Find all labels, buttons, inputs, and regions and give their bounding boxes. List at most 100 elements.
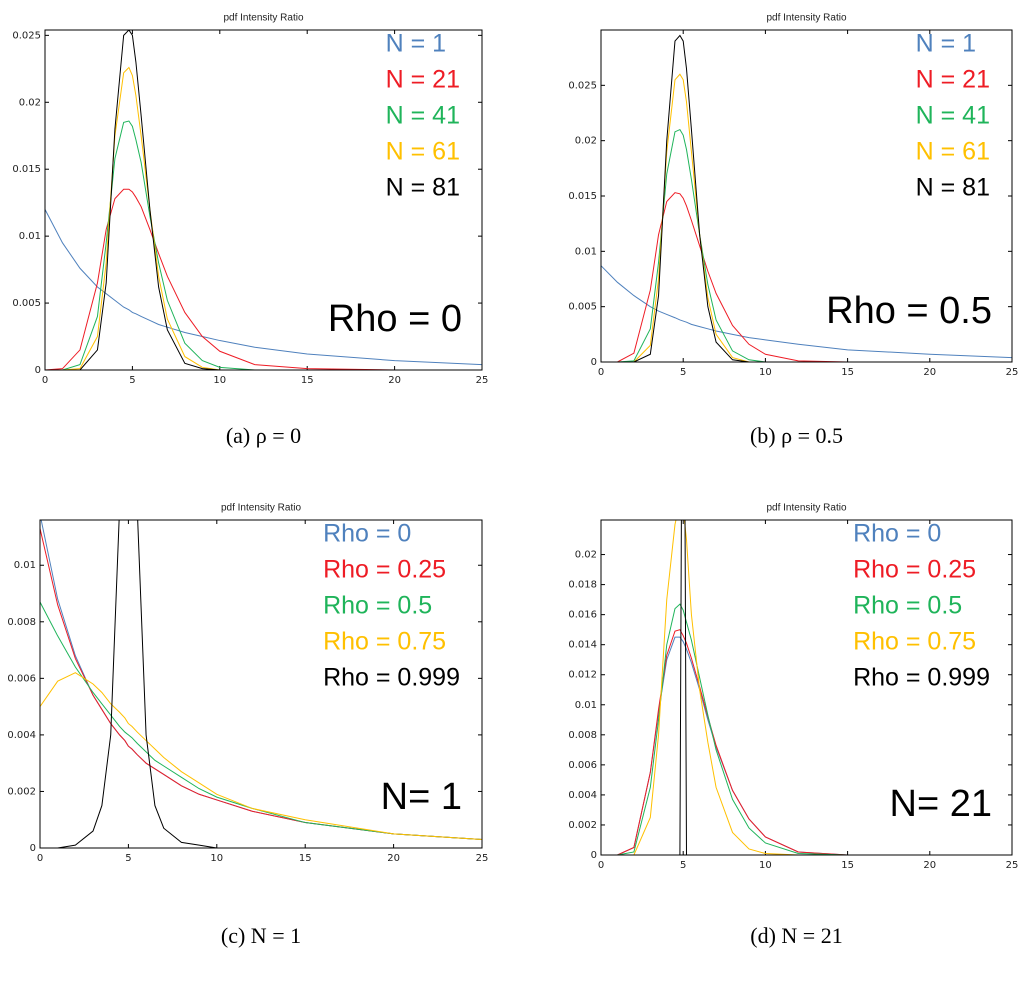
y-tick-label: 0 (35, 365, 41, 376)
x-tick-label: 25 (1006, 367, 1019, 378)
line-series (601, 603, 1012, 855)
line-series (45, 120, 482, 370)
x-tick-label: 0 (598, 367, 604, 378)
y-tick-label: 0.006 (7, 673, 36, 684)
y-tick-label: 0.006 (568, 760, 597, 771)
legend-entry: N = 81 (916, 174, 990, 202)
y-tick-label: 0.005 (12, 298, 41, 309)
y-tick-label: 0.01 (14, 560, 36, 571)
annotation: Rho = 0.5 (826, 290, 992, 332)
y-tick-label: 0.015 (568, 191, 597, 202)
legend-entry: Rho = 0.5 (323, 592, 432, 620)
line-series (40, 520, 482, 848)
caption: (b) ρ = 0.5 (750, 423, 843, 448)
x-tick-label: 10 (759, 367, 772, 378)
legend-entry: Rho = 0.75 (323, 628, 446, 656)
legend-entry: N = 61 (916, 138, 990, 166)
y-tick-label: 0.025 (12, 30, 41, 41)
x-tick-label: 0 (598, 860, 604, 871)
x-tick-label: 15 (841, 860, 854, 871)
x-tick-label: 0 (37, 853, 43, 864)
line-series (45, 30, 482, 370)
x-tick-label: 20 (387, 853, 400, 864)
line-series (601, 128, 1012, 362)
y-tick-label: 0.004 (568, 790, 597, 801)
chart-panel: pdf Intensity Ratio 0 0.002 0.004 0.006 0.008… (568, 503, 1019, 948)
axes-frame (44, 29, 483, 371)
plot-area (45, 30, 482, 370)
chart-title: pdf Intensity Ratio (221, 503, 301, 514)
x-tick-label: 5 (680, 860, 686, 871)
legend-entry: Rho = 0.999 (323, 664, 460, 692)
y-tick-label: 0.01 (575, 246, 597, 257)
caption: (c) N = 1 (221, 923, 301, 948)
y-tick-label: 0.01 (575, 700, 597, 711)
y-tick-label: 0.008 (7, 617, 36, 628)
x-tick-label: 5 (125, 853, 131, 864)
y-tick-label: 0.005 (568, 302, 597, 313)
x-tick-label: 0 (42, 375, 48, 386)
x-tick-label: 20 (388, 375, 401, 386)
annotation: N= 21 (890, 783, 992, 825)
x-tick-label: 25 (1006, 860, 1019, 871)
y-tick-label: 0 (591, 357, 597, 368)
legend-entry: N = 21 (386, 66, 460, 94)
y-tick-label: 0.025 (568, 80, 597, 91)
x-tick-label: 10 (213, 375, 226, 386)
line-series (40, 601, 482, 841)
y-tick-label: 0.01 (19, 231, 41, 242)
y-tick-label: 0.02 (575, 136, 597, 147)
legend-entry: N = 41 (916, 102, 990, 130)
y-tick-label: 0.015 (12, 164, 41, 175)
x-tick-label: 10 (759, 860, 772, 871)
legend-entry: Rho = 0.999 (853, 664, 990, 692)
line-series (45, 188, 482, 370)
axes-frame (600, 519, 1013, 856)
legend-entry: Rho = 0.75 (853, 628, 976, 656)
chart-panel: pdf Intensity Ratio 0 0.005 0.01 0.015 0.02 0.… (12, 13, 488, 448)
y-tick-label: 0.002 (7, 786, 36, 797)
legend-entry: N = 61 (386, 138, 460, 166)
y-tick-label: 0.002 (568, 820, 597, 831)
caption: (a) ρ = 0 (226, 423, 301, 448)
y-tick-label: 0.014 (568, 640, 597, 651)
y-tick-label: 0.004 (7, 730, 36, 741)
chart-panel: pdf Intensity Ratio 0 0.005 0.01 0.015 0.02 0.… (568, 13, 1018, 448)
legend-entry: Rho = 0.25 (853, 556, 976, 584)
legend-entry: N = 1 (916, 30, 976, 58)
legend-entry: N = 1 (386, 30, 446, 58)
y-tick-label: 0.018 (568, 580, 597, 591)
y-tick-label: 0 (591, 850, 597, 861)
line-series (601, 192, 1012, 362)
axes-frame (39, 519, 483, 849)
y-tick-label: 0.008 (568, 730, 597, 741)
legend-entry: N = 81 (386, 174, 460, 202)
y-tick-label: 0.016 (568, 610, 597, 621)
legend-entry: Rho = 0 (853, 520, 941, 548)
line-series (601, 34, 1012, 362)
line-series (45, 66, 482, 370)
x-tick-label: 5 (680, 367, 686, 378)
line-series (40, 672, 482, 841)
y-tick-label: 0.02 (19, 97, 41, 108)
legend-entry: N = 41 (386, 102, 460, 130)
chart-title: pdf Intensity Ratio (223, 13, 303, 24)
x-tick-label: 15 (301, 375, 314, 386)
x-tick-label: 15 (841, 367, 854, 378)
legend-entry: N = 21 (916, 66, 990, 94)
annotation: N= 1 (381, 776, 462, 818)
x-tick-label: 20 (923, 860, 936, 871)
x-tick-label: 10 (210, 853, 223, 864)
plot-area (601, 30, 1012, 362)
chart-title: pdf Intensity Ratio (766, 503, 846, 514)
y-tick-label: 0 (30, 843, 36, 854)
line-series (601, 73, 1012, 362)
annotation: Rho = 0 (328, 298, 462, 340)
x-tick-label: 20 (923, 367, 936, 378)
line-series (40, 528, 482, 841)
y-tick-label: 0.02 (575, 550, 597, 561)
x-tick-label: 5 (129, 375, 135, 386)
axes-frame (600, 29, 1013, 363)
chart-title: pdf Intensity Ratio (766, 13, 846, 24)
legend-entry: Rho = 0 (323, 520, 411, 548)
